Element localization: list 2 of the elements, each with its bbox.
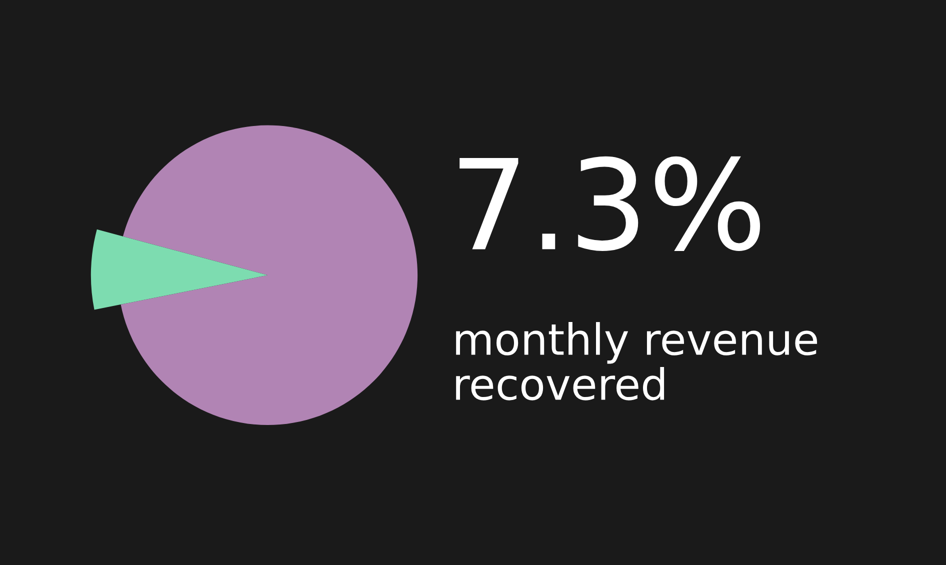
text: monthly revenue recovered — [456, 322, 818, 400]
chart-title: 7.3% — [460, 156, 760, 251]
